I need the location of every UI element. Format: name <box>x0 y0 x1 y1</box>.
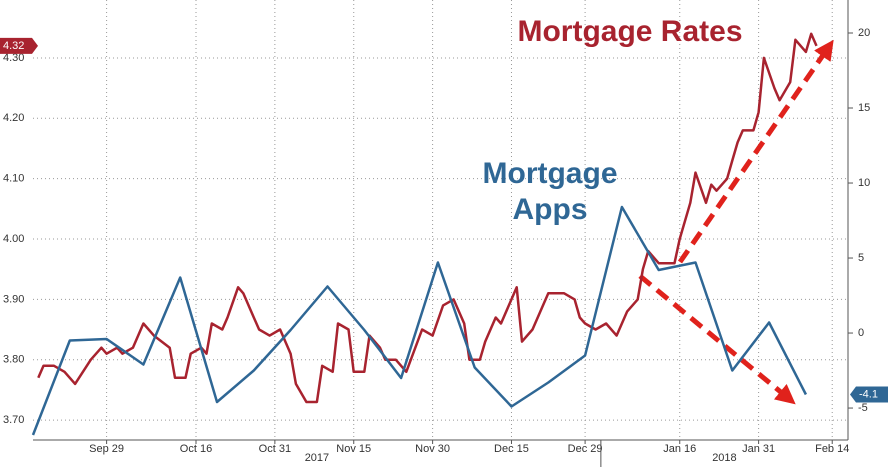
x-tick-label: Oct 16 <box>180 443 212 455</box>
x-tick-label: Sep 29 <box>89 443 124 455</box>
x-tick-label: Nov 30 <box>415 443 450 455</box>
x-tick-label: Jan 16 <box>663 443 696 455</box>
last-value-box <box>850 386 888 403</box>
y-tick-label: 4.10 <box>3 173 24 185</box>
trend-arrow <box>638 274 796 405</box>
annotation: Mortgage Apps <box>482 157 618 226</box>
last-value-box <box>0 37 38 54</box>
series-line <box>37 32 818 404</box>
y-tick-label: 3.70 <box>3 414 24 426</box>
x-tick-label: Jan 31 <box>742 443 775 455</box>
series-line <box>31 205 808 436</box>
y-tick-label: 3.90 <box>3 293 24 305</box>
y2-tick-label: 0 <box>858 327 864 339</box>
annotation: Mortgage Rates <box>517 15 743 48</box>
y2-tick-label: 5 <box>858 252 864 264</box>
y-tick-label: 4.00 <box>3 233 24 245</box>
year-label: 2018 <box>712 452 736 464</box>
y2-tick-label: 10 <box>858 177 870 189</box>
x-tick-label: Dec 29 <box>568 443 603 455</box>
y2-tick-label: 20 <box>858 27 870 39</box>
y-tick-label: 3.80 <box>3 354 24 366</box>
x-tick-label: Oct 31 <box>259 443 291 455</box>
x-tick-label: Feb 14 <box>815 443 849 455</box>
y2-tick-label: 15 <box>858 102 870 114</box>
y-tick-label: 4.20 <box>3 112 24 124</box>
x-tick-label: Dec 15 <box>494 443 529 455</box>
x-tick-label: Nov 15 <box>336 443 371 455</box>
trend-arrow <box>677 39 834 264</box>
y2-tick-label: -5 <box>858 402 868 414</box>
year-label: 2017 <box>305 452 329 464</box>
last-value-label: -4.1 <box>859 388 878 400</box>
y-tick-label: 4.30 <box>3 52 24 64</box>
last-value-label: 4.32 <box>3 40 24 52</box>
